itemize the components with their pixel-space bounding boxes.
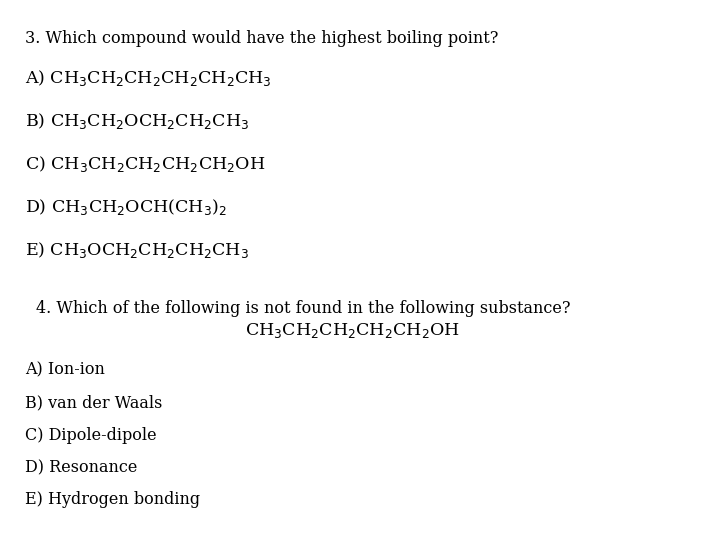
Text: E) Hydrogen bonding: E) Hydrogen bonding [25, 491, 200, 508]
Text: CH$_3$CH$_2$CH$_2$CH$_2$CH$_2$OH: CH$_3$CH$_2$CH$_2$CH$_2$CH$_2$OH [245, 321, 459, 340]
Text: E) CH$_3$OCH$_2$CH$_2$CH$_2$CH$_3$: E) CH$_3$OCH$_2$CH$_2$CH$_2$CH$_3$ [25, 240, 249, 260]
Text: D) Resonance: D) Resonance [25, 459, 138, 476]
Text: C) CH$_3$CH$_2$CH$_2$CH$_2$CH$_2$OH: C) CH$_3$CH$_2$CH$_2$CH$_2$CH$_2$OH [25, 154, 266, 174]
Text: 3. Which compound would have the highest boiling point?: 3. Which compound would have the highest… [25, 30, 498, 46]
Text: A) Ion-ion: A) Ion-ion [25, 362, 105, 379]
Text: D) CH$_3$CH$_2$OCH(CH$_3$)$_2$: D) CH$_3$CH$_2$OCH(CH$_3$)$_2$ [25, 197, 227, 217]
Text: A) CH$_3$CH$_2$CH$_2$CH$_2$CH$_2$CH$_3$: A) CH$_3$CH$_2$CH$_2$CH$_2$CH$_2$CH$_3$ [25, 68, 272, 87]
Text: 4. Which of the following is not found in the following substance?: 4. Which of the following is not found i… [36, 300, 570, 316]
Text: B) van der Waals: B) van der Waals [25, 394, 163, 411]
Text: B) CH$_3$CH$_2$OCH$_2$CH$_2$CH$_3$: B) CH$_3$CH$_2$OCH$_2$CH$_2$CH$_3$ [25, 111, 249, 131]
Text: C) Dipole-dipole: C) Dipole-dipole [25, 427, 157, 443]
